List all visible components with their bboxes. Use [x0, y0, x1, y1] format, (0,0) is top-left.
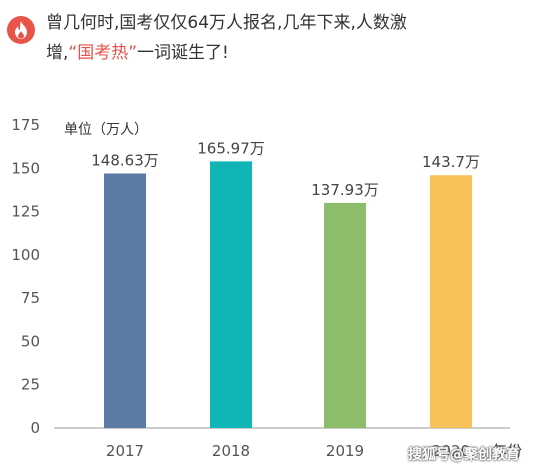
x-tick-label-2020: 2020 — [432, 442, 470, 460]
bars: 148.63万 165.97万 137.93万 143.7万 — [91, 139, 480, 429]
y-tick-label: 125 — [11, 203, 40, 221]
headline-highlight: “国考热” — [68, 43, 138, 63]
y-axis: 0 25 50 75 100 125 150 175 — [11, 116, 40, 437]
headline-text: 曾几何时,国考仅仅64万人报名,几年下来,人数激 增,“国考热”一词诞生了! — [46, 8, 526, 68]
y-tick-label: 100 — [11, 246, 40, 264]
y-tick-label: 75 — [21, 289, 40, 307]
headline-line-2-start: 增, — [46, 43, 69, 63]
data-label-2019: 137.93万 — [311, 181, 379, 199]
bar-2019 — [324, 202, 366, 428]
watermark: 搜狐号@聚创教育 — [408, 447, 520, 463]
headline-line-2-end: 一词诞生了! — [137, 43, 229, 63]
headline-line-2: 增,“国考热”一词诞生了! — [46, 38, 526, 68]
y-tick-label: 0 — [30, 419, 40, 437]
y-tick-label: 50 — [21, 332, 40, 350]
bar-2018 — [210, 161, 252, 429]
data-label-2018: 165.97万 — [197, 139, 265, 157]
x-tick-label-2018: 2018 — [212, 442, 250, 460]
data-label-2017: 148.63万 — [91, 151, 159, 169]
unit-label: 单位（万人） — [64, 122, 148, 138]
bar-2020 — [430, 175, 472, 428]
x-axis: 2017 2018 2019 2020 — [106, 442, 470, 460]
bar-2017 — [104, 173, 146, 428]
headline-line-1: 曾几何时,国考仅仅64万人报名,几年下来,人数激 — [46, 13, 407, 33]
x-tick-label-2019: 2019 — [326, 442, 364, 460]
flame-icon — [7, 16, 35, 44]
article-header: 曾几何时,国考仅仅64万人报名,几年下来,人数激 增,“国考热”一词诞生了! — [0, 0, 547, 80]
x-tick-label-2017: 2017 — [106, 442, 144, 460]
x-axis-title: 年份 — [492, 442, 522, 460]
data-label-2020: 143.7万 — [422, 153, 480, 171]
y-tick-label: 25 — [21, 376, 40, 394]
y-tick-label: 150 — [11, 159, 40, 177]
y-tick-label: 175 — [11, 116, 40, 134]
